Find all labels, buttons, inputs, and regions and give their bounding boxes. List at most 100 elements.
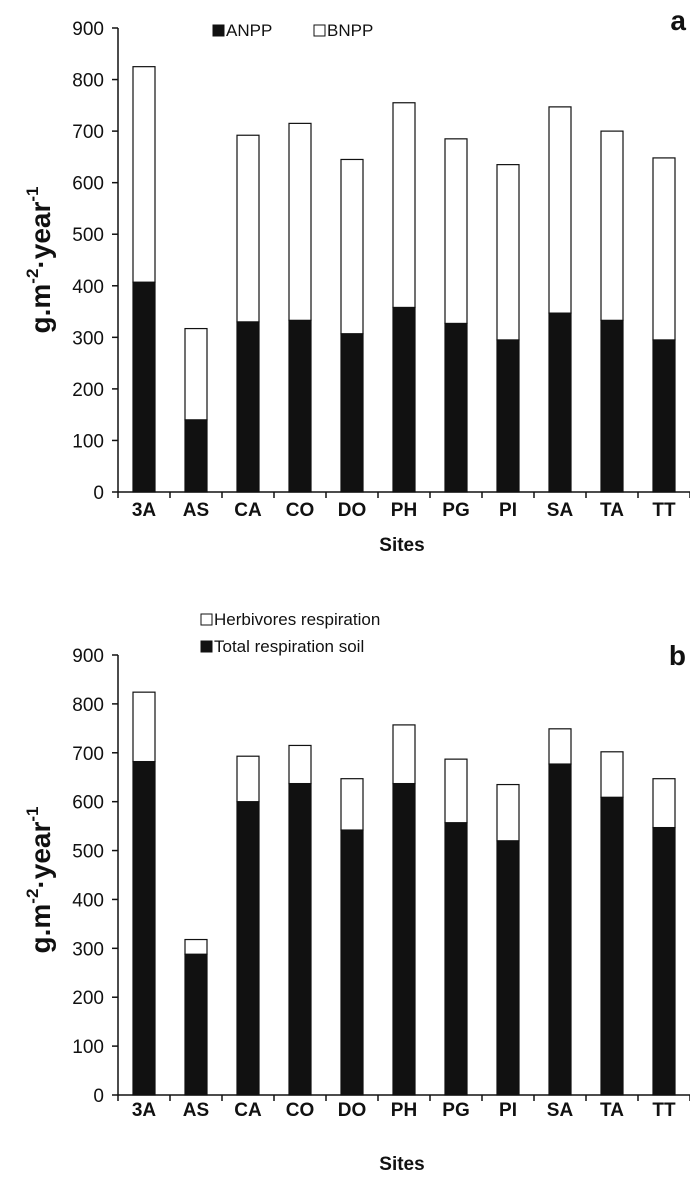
panel-b-bar-total-respiration-soil-co xyxy=(288,782,312,1096)
panel-a-bar-anpp-pg xyxy=(444,322,468,493)
panel-b-bar-total-respiration-soil-sa xyxy=(548,763,572,1096)
panel-a-y-tick-label: 100 xyxy=(72,431,104,452)
panel-a-x-axis-title: Sites xyxy=(379,535,424,556)
panel-b-legend-label: Total respiration soil xyxy=(214,637,364,656)
panel-a-x-tick-label: PI xyxy=(499,500,517,521)
panel-b-y-axis-title: g.m-2·year-1 xyxy=(23,807,56,954)
panel-a-bar-bnpp-pg xyxy=(444,138,468,325)
panel-b-x-tick-label: CA xyxy=(234,1100,262,1121)
panel-a-legend-swatch xyxy=(212,24,225,37)
panel-b-bar-herbivores-respiration-pg xyxy=(444,758,468,824)
panel-b-x-tick-label: AS xyxy=(183,1100,209,1121)
panel-b-bar-total-respiration-soil-do xyxy=(340,829,364,1096)
panel-a-y-tick-label: 200 xyxy=(72,380,104,401)
panel-b-bar-herbivores-respiration-pi xyxy=(496,783,520,842)
panel-b-y-tick-label: 100 xyxy=(72,1037,104,1058)
panel-b-x-tick-label: TA xyxy=(600,1100,624,1121)
panel-a-y-tick-label: 600 xyxy=(72,174,104,195)
panel-a-plot: 0 100 200 300 400 500 600 700 800 900 3A AS CA CO DO PH… xyxy=(72,19,690,521)
panel-a-y-tick-label: 400 xyxy=(72,277,104,298)
panel-b-x-tick-label: DO xyxy=(338,1100,367,1121)
panel-a-bar-bnpp-as xyxy=(184,327,208,421)
panel-a-bar-bnpp-ca xyxy=(236,134,260,323)
panel-b-letter: b xyxy=(669,640,686,671)
panel-a-letter: a xyxy=(670,5,686,36)
panel-b-y-tick-label: 800 xyxy=(72,695,104,716)
panel-a-bar-bnpp-pi xyxy=(496,164,520,341)
panel-a-bar-bnpp-do xyxy=(340,158,364,335)
panel-a-bar-anpp-ph xyxy=(392,306,416,493)
panel-a-y-tick-label: 300 xyxy=(72,328,104,349)
panel-a-bar-anpp-sa xyxy=(548,312,572,493)
panel-b-bar-total-respiration-soil-pg xyxy=(444,822,468,1096)
panel-b-legend-swatch xyxy=(200,640,213,653)
panel-b-x-tick-label: CO xyxy=(286,1100,315,1121)
panel-a-y-tick-label: 900 xyxy=(72,19,104,40)
panel-a-legend-swatch xyxy=(313,24,326,37)
panel-a-bar-anpp-do xyxy=(340,333,364,493)
panel-a-bar-bnpp-ta xyxy=(600,130,624,321)
panel-a-x-tick-label: 3A xyxy=(132,500,157,521)
panel-b-x-tick-label: 3A xyxy=(132,1100,157,1121)
panel-a-x-tick-label: CO xyxy=(286,500,315,521)
panel-b-bar-herbivores-respiration-do xyxy=(340,778,364,831)
panel-a-bar-anpp-tt xyxy=(652,339,676,493)
panel-a-x-tick-label: TT xyxy=(652,500,676,521)
panel-a-y-tick-label: 0 xyxy=(93,483,104,504)
panel-b-y-tick-label: 900 xyxy=(72,646,104,667)
panel-b-bar-herbivores-respiration-sa xyxy=(548,728,572,765)
panel-b-bar-total-respiration-soil-3a xyxy=(132,760,156,1096)
panel-a-x-tick-label: PG xyxy=(442,500,469,521)
panel-b-y-tick-label: 400 xyxy=(72,890,104,911)
panel-b-x-axis-title: Sites xyxy=(379,1154,424,1175)
panel-b-legend-label: Herbivores respiration xyxy=(214,610,380,629)
panel-b-x-tick-label: TT xyxy=(652,1100,676,1121)
panel-a-bar-anpp-co xyxy=(288,319,312,493)
panel-b-bar-total-respiration-soil-ca xyxy=(236,801,260,1096)
panel-a-x-tick-label: AS xyxy=(183,500,209,521)
panel-b-bar-herbivores-respiration-as xyxy=(184,938,208,955)
panel-a-x-tick-label: DO xyxy=(338,500,367,521)
panel-a-bar-bnpp-co xyxy=(288,122,312,321)
panel-a-y-tick-label: 500 xyxy=(72,225,104,246)
panel-b-bar-total-respiration-soil-tt xyxy=(652,826,676,1096)
panel-b-y-tick-label: 300 xyxy=(72,939,104,960)
panel-a-bar-bnpp-3a xyxy=(132,66,156,283)
panel-b-legend-swatch xyxy=(200,613,213,626)
panel-b-x-tick-label: PG xyxy=(442,1100,469,1121)
panel-b: b Herbivores respiration Total respiratio… xyxy=(23,610,690,1175)
panel-b-x-tick-label: SA xyxy=(547,1100,574,1121)
panel-b-y-tick-label: 700 xyxy=(72,744,104,765)
panel-a-legend-label: BNPP xyxy=(327,21,373,40)
panel-b-bar-total-respiration-soil-ta xyxy=(600,796,624,1096)
panel-b-plot: 0 100 200 300 400 500 600 700 800 900 3A AS CA CO DO PH… xyxy=(72,646,690,1121)
panel-b-bar-herbivores-respiration-ph xyxy=(392,724,416,785)
panel-b-bar-total-respiration-soil-ph xyxy=(392,782,416,1096)
panel-a-x-tick-label: CA xyxy=(234,500,262,521)
panel-a-bar-bnpp-ph xyxy=(392,102,416,309)
panel-b-bar-total-respiration-soil-pi xyxy=(496,840,520,1096)
panel-b-y-tick-label: 500 xyxy=(72,842,104,863)
panel-a-x-tick-label: TA xyxy=(600,500,624,521)
panel-a-x-tick-label: SA xyxy=(547,500,574,521)
panel-a-legend-label: ANPP xyxy=(226,21,272,40)
panel-b-x-tick-label: PI xyxy=(499,1100,517,1121)
panel-a-bar-anpp-ta xyxy=(600,319,624,493)
panel-b-y-tick-label: 0 xyxy=(93,1086,104,1107)
panel-b-bar-herbivores-respiration-co xyxy=(288,744,312,785)
panel-a-bar-anpp-3a xyxy=(132,281,156,493)
panel-b-bar-herbivores-respiration-ca xyxy=(236,755,260,803)
panel-a-x-tick-label: PH xyxy=(391,500,417,521)
panel-a-bar-anpp-ca xyxy=(236,321,260,493)
panel-a-y-tick-label: 800 xyxy=(72,71,104,92)
panel-a-y-tick-label: 700 xyxy=(72,122,104,143)
panel-a-bar-anpp-pi xyxy=(496,339,520,493)
panel-b-y-tick-label: 200 xyxy=(72,988,104,1009)
panel-b-bar-herbivores-respiration-ta xyxy=(600,751,624,798)
panel-b-bar-herbivores-respiration-3a xyxy=(132,691,156,763)
panel-a-bar-bnpp-tt xyxy=(652,157,676,341)
panel-a-legend: ANPP BNPP xyxy=(212,21,373,40)
panel-b-x-tick-label: PH xyxy=(391,1100,417,1121)
panel-b-bar-total-respiration-soil-as xyxy=(184,953,208,1096)
